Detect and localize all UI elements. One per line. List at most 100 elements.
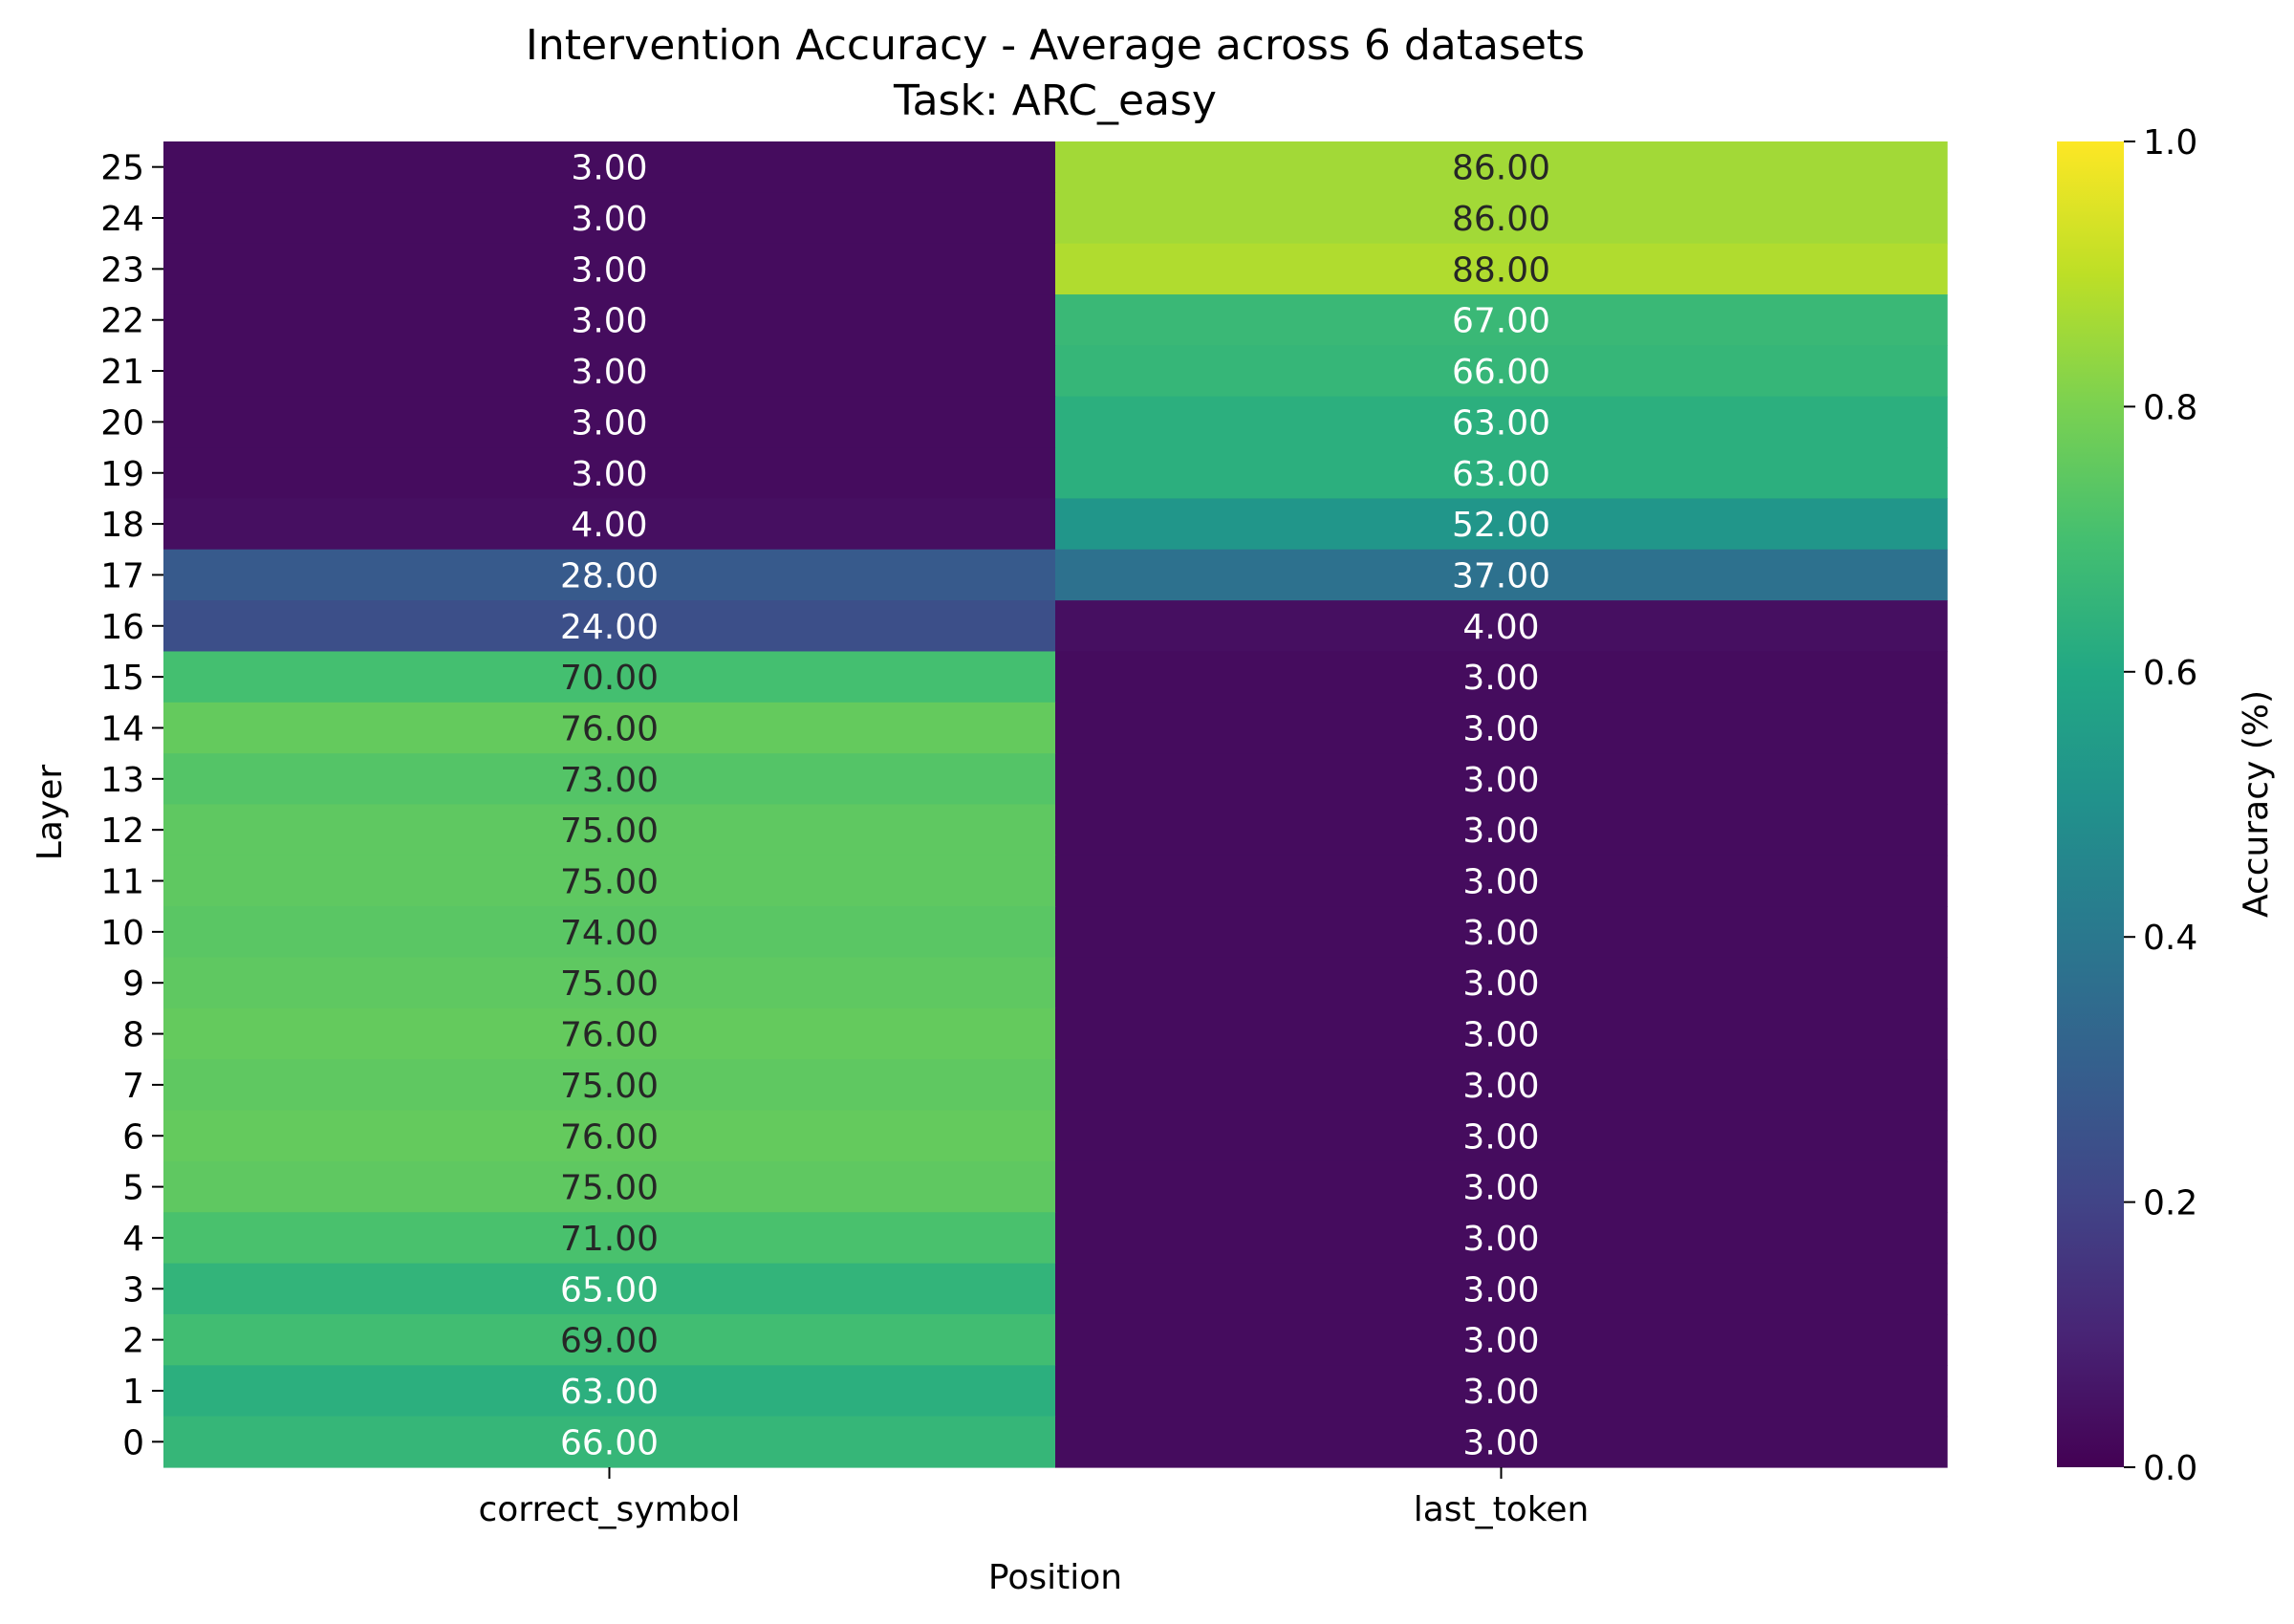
cell-value-label: 3.00 [1462,863,1539,902]
heatmap-cell-layer-18-last_token [1055,498,1948,551]
heatmap-cell-layer-9-last_token [1055,957,1948,1009]
heatmap-cell-layer-15-last_token [1055,651,1948,704]
heatmap-cell-layer-16-last_token [1055,600,1948,653]
heatmap-cell-layer-22-correct_symbol [163,294,1056,346]
y-tick-label: 2 [122,1322,144,1361]
cell-value-label: 24.00 [560,608,659,647]
heatmap-cell-layer-24-correct_symbol [163,192,1056,245]
cell-value-label: 3.00 [1462,964,1539,1004]
cell-value-label: 52.00 [1452,506,1550,545]
heatmap-cell-layer-19-last_token [1055,447,1948,500]
cell-value-label: 73.00 [560,761,659,800]
cell-value-label: 75.00 [560,812,659,851]
heatmap-cell-layer-9-correct_symbol [163,957,1056,1009]
cell-value-label: 88.00 [1452,250,1550,290]
y-tick-label: 20 [100,403,144,443]
y-tick-label: 3 [122,1270,144,1310]
cell-value-label: 63.00 [560,1373,659,1412]
heatmap-cell-layer-6-last_token [1055,1110,1948,1162]
heatmap-cell-layer-13-last_token [1055,753,1948,806]
cell-value-label: 69.00 [560,1322,659,1361]
cell-value-label: 3.00 [571,149,647,188]
cell-value-label: 3.00 [1462,812,1539,851]
heatmap-cell-layer-2-last_token [1055,1313,1948,1366]
heatmap-cell-layer-1-last_token [1055,1365,1948,1418]
heatmap-cell-layer-7-last_token [1055,1059,1948,1112]
cell-value-label: 3.00 [1462,1169,1539,1208]
heatmap-cell-layer-0-last_token [1055,1416,1948,1468]
heatmap-cell-layer-18-correct_symbol [163,498,1056,551]
colorbar-tick-label: 0.8 [2143,388,2197,427]
y-tick-label: 17 [100,556,144,595]
y-tick-label: 19 [100,455,144,494]
x-axis-label: Position [988,1558,1122,1597]
heatmap-cell-layer-11-correct_symbol [163,855,1056,907]
x-tick-label: last_token [1414,1490,1590,1529]
cell-value-label: 3.00 [1462,659,1539,698]
chart-subtitle: Task: ARC_easy [893,76,1217,125]
cell-value-label: 3.00 [1462,1423,1539,1462]
y-tick-label: 24 [100,200,144,239]
cell-value-label: 4.00 [571,506,647,545]
cell-value-label: 3.00 [1462,709,1539,748]
cell-value-label: 75.00 [560,1067,659,1106]
cell-value-label: 63.00 [1452,455,1550,494]
heatmap-cell-layer-3-last_token [1055,1263,1948,1315]
colorbar-tick-label: 0.0 [2143,1449,2197,1488]
heatmap-cell-layer-11-last_token [1055,855,1948,907]
cell-value-label: 86.00 [1452,200,1550,239]
heatmap-cell-layer-0-correct_symbol [163,1416,1056,1468]
heatmap-cell-layer-24-last_token [1055,192,1948,245]
y-axis: 2524232221201918171615141312111098765432… [100,149,163,1462]
heatmap-cell-layer-4-last_token [1055,1212,1948,1265]
y-tick-label: 16 [100,608,144,647]
x-tick-label: correct_symbol [478,1490,740,1529]
cell-value-label: 3.00 [1462,1117,1539,1157]
heatmap-cell-layer-17-last_token [1055,549,1948,601]
cell-value-label: 3.00 [1462,1270,1539,1310]
y-tick-label: 7 [122,1067,144,1106]
cell-value-label: 3.00 [1462,914,1539,953]
y-tick-label: 4 [122,1220,144,1259]
heatmap-cell-layer-10-last_token [1055,906,1948,959]
cell-value-label: 3.00 [1462,1016,1539,1055]
heatmap-cell-layer-16-correct_symbol [163,600,1056,653]
colorbar-tick-label: 0.2 [2143,1184,2197,1223]
colorbar-tick-label: 0.4 [2143,919,2197,958]
y-tick-label: 5 [122,1169,144,1208]
cell-value-label: 3.00 [1462,1220,1539,1259]
heatmap-cell-layer-6-correct_symbol [163,1110,1056,1162]
heatmap-cell-layer-3-correct_symbol [163,1263,1056,1315]
cell-value-label: 70.00 [560,659,659,698]
heatmap-cell-layer-20-correct_symbol [163,396,1056,448]
colorbar-ticks: 0.0 0.2 0.4 0.6 0.8 1.0 [2124,123,2197,1488]
cell-value-label: 37.00 [1452,556,1550,595]
heatmap-cell-layer-8-correct_symbol [163,1007,1056,1060]
cell-value-label: 3.00 [571,250,647,290]
heatmap-cell-layer-23-last_token [1055,243,1948,295]
heatmap-cell-layer-25-last_token [1055,141,1948,193]
colorbar [2057,141,2124,1467]
y-tick-label: 23 [100,250,144,290]
cell-value-label: 66.00 [560,1423,659,1462]
heatmap-cell-layer-25-correct_symbol [163,141,1056,193]
cell-value-label: 67.00 [1452,302,1550,341]
y-tick-label: 14 [100,709,144,748]
cell-value-label: 75.00 [560,863,659,902]
y-tick-label: 6 [122,1117,144,1157]
heatmap-cell-layer-22-last_token [1055,294,1948,346]
y-tick-label: 0 [122,1423,144,1462]
heatmap-cell-layer-15-correct_symbol [163,651,1056,704]
cell-value-label: 76.00 [560,709,659,748]
heatmap-cell-layer-1-correct_symbol [163,1365,1056,1418]
heatmap-cell-layer-5-correct_symbol [163,1160,1056,1213]
y-tick-label: 9 [122,964,144,1004]
cell-value-label: 65.00 [560,1270,659,1310]
cell-value-label: 4.00 [1462,608,1539,647]
cell-value-label: 63.00 [1452,403,1550,443]
cell-value-label: 66.00 [1452,353,1550,392]
heatmap-cell-layer-12-correct_symbol [163,804,1056,856]
y-tick-label: 10 [100,914,144,953]
y-tick-label: 8 [122,1016,144,1055]
